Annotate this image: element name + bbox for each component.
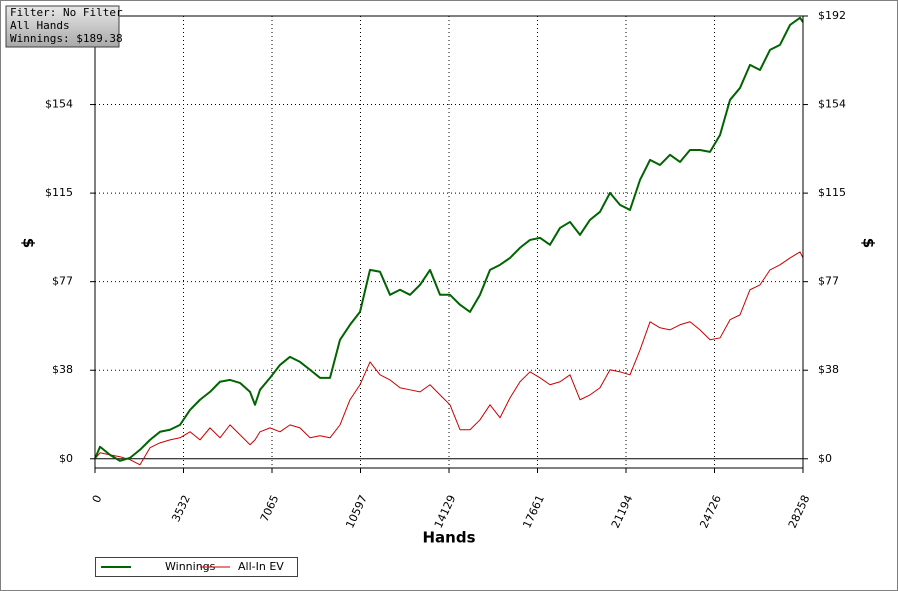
y2-tick-label: $115 bbox=[818, 186, 846, 199]
info-box-bg bbox=[5, 5, 120, 48]
y2-axis-label: $ bbox=[860, 238, 878, 248]
y-tick-label: $0 bbox=[59, 452, 73, 465]
info-line: Filter: No Filter bbox=[10, 6, 123, 19]
x-axis-label: Hands bbox=[422, 529, 475, 547]
legend-label: All-In EV bbox=[238, 560, 284, 573]
y-tick-label: $115 bbox=[45, 186, 73, 199]
y2-tick-label: $0 bbox=[818, 452, 832, 465]
plot-layer bbox=[94, 16, 804, 466]
y-tick-label: $77 bbox=[52, 275, 73, 288]
y2-tick-label: $192 bbox=[818, 9, 846, 22]
legend-box bbox=[95, 557, 298, 577]
y2-tick-label: $38 bbox=[818, 363, 839, 376]
info-line: Winnings: $189.38 bbox=[10, 32, 123, 45]
y2-tick-label: $77 bbox=[818, 275, 839, 288]
y-axis-label: $ bbox=[20, 238, 38, 248]
y-tick-label: $38 bbox=[52, 363, 73, 376]
series-line bbox=[94, 251, 804, 466]
y-tick-label: $154 bbox=[45, 98, 73, 111]
info-line: All Hands bbox=[10, 19, 70, 32]
x-tick-label: 0 bbox=[90, 493, 105, 505]
series-line bbox=[94, 16, 804, 462]
info-box: Filter: No Filter All Hands Winnings: $1… bbox=[5, 5, 123, 48]
legend-label: Winnings bbox=[165, 560, 216, 573]
y2-tick-label: $154 bbox=[818, 98, 846, 111]
legend: Winnings All-In EV bbox=[95, 557, 298, 577]
plot-frame bbox=[94, 15, 804, 469]
